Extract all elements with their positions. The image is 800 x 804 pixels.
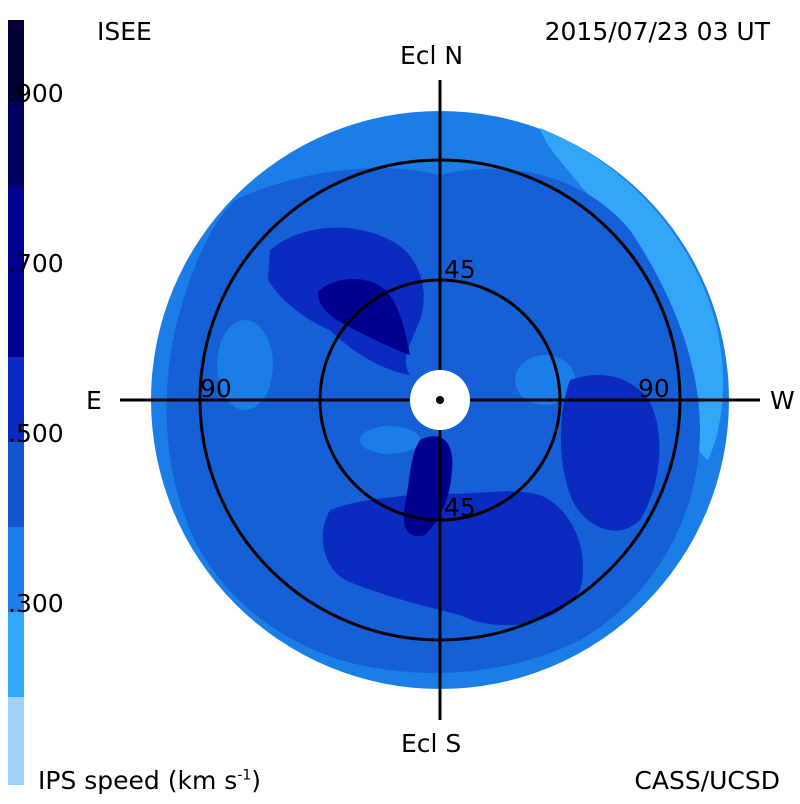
colorbar-tick-300: .300 xyxy=(8,589,64,618)
credit-label: CASS/UCSD xyxy=(634,766,780,795)
colorbar-title-suffix: ) xyxy=(251,766,262,795)
sun-center-dot xyxy=(436,396,444,404)
ring-label-45-bottom: 45 xyxy=(444,493,476,522)
colorbar-band-3 xyxy=(8,185,24,270)
timestamp-label: 2015/07/23 03 UT xyxy=(544,17,770,46)
colorbar xyxy=(8,20,24,785)
ring-label-90-left: 90 xyxy=(200,374,232,403)
colorbar-band-6b xyxy=(8,612,24,697)
colorbar-band-4 xyxy=(8,270,24,357)
colorbar-tick-900: .900 xyxy=(8,79,64,108)
speed-region-600-south xyxy=(322,490,584,626)
colorbar-tick-700: .700 xyxy=(8,249,64,278)
axis-label-west: W xyxy=(770,386,795,415)
axis-label-north: Ecl N xyxy=(400,41,464,70)
colorbar-tick-500: .500 xyxy=(8,419,64,448)
colorbar-title-prefix: IPS speed (km s xyxy=(38,766,238,795)
ring-label-90-right: 90 xyxy=(638,374,670,403)
colorbar-band-1 xyxy=(8,20,24,100)
axis-label-east: E xyxy=(86,386,102,415)
low-speed-pocket-east xyxy=(217,320,273,410)
institution-label: ISEE xyxy=(97,17,152,46)
colorbar-band-5b xyxy=(8,357,24,442)
colorbar-title-exponent: -1 xyxy=(237,767,252,784)
low-speed-region-west xyxy=(540,128,724,460)
axis-label-south: Ecl S xyxy=(401,729,462,758)
speed-region-600-west xyxy=(560,375,660,531)
colorbar-band-7 xyxy=(8,697,24,785)
colorbar-title: IPS speed (km s-1) xyxy=(38,768,261,793)
speed-region-700 xyxy=(318,278,410,355)
colorbar-band-2 xyxy=(8,100,24,185)
ring-label-45-top: 45 xyxy=(444,255,476,284)
low-speed-pocket-center-east xyxy=(360,426,420,454)
